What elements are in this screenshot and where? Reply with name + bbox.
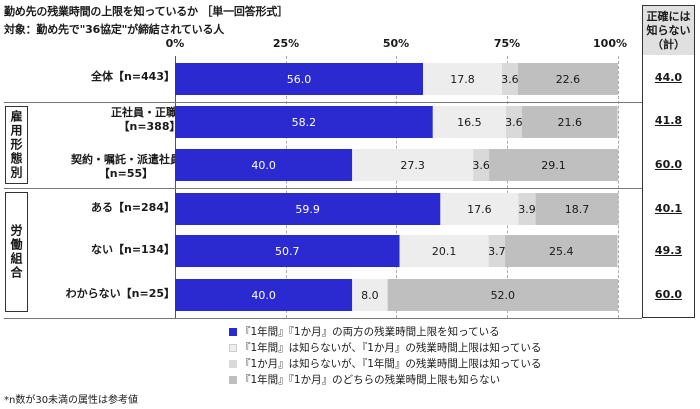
legend-swatch [229,359,237,368]
right-value: 60.0 [654,158,683,171]
data-label: 3.6 [501,73,519,86]
data-label: 3.9 [518,203,536,216]
bar-segment [440,193,519,225]
bar-segment [517,63,618,95]
tick-label-50: 50% [382,37,410,50]
data-label: 3.6 [505,116,523,129]
bar-segment [399,235,489,267]
data-label: 52.0 [491,289,516,302]
bar-segment [175,63,424,95]
data-label: 40.0 [251,159,276,172]
tick-label-25: 25% [272,37,300,50]
gridline-100 [618,56,619,318]
legend-swatch [229,343,237,352]
data-label: 40.0 [251,289,276,302]
data-label: 50.7 [275,245,300,258]
data-label: 25.4 [549,245,574,258]
group-separator [4,188,642,189]
right-value: 49.3 [654,244,683,257]
bar-segment [175,193,441,225]
tick-label-75: 75% [493,37,521,50]
data-label: 16.5 [457,116,482,129]
bar-segment [489,149,618,181]
footnote: *n数が30未満の属性は参考値 [4,395,139,406]
right-column-header: 正確には 知らない （計） [643,6,694,55]
right-column-box: 正確には 知らない （計） [642,5,695,318]
bar-segment [175,149,353,181]
data-label: 3.6 [472,159,490,172]
data-label: 3.7 [488,245,506,258]
bar-segment [473,149,490,181]
group-separator [4,318,642,319]
data-label: 56.0 [287,73,312,86]
legend-item: 『1年間』『1か月』の両方の残業時間上限を知っている [229,324,500,339]
legend-swatch [229,327,237,336]
row-label: ない【n=134】 [90,243,175,256]
y-axis-line [175,56,176,318]
data-label: 20.1 [432,245,457,258]
data-label: 17.6 [467,203,492,216]
right-value: 60.0 [654,288,683,301]
row-label: 正社員・正職員 【n=388】 [111,106,188,133]
group-label-union: 労働組合 [5,192,28,312]
bar-segment [175,235,400,267]
right-value: 44.0 [654,71,683,84]
right-value: 40.1 [654,202,683,215]
bar-segment [175,279,353,311]
row-label: ある【n=284】 [90,201,175,214]
legend-item: 『1年間』『1か月』のどちらの残業時間上限も知らない [229,372,500,387]
bar-segment [521,106,618,138]
data-label: 59.9 [295,203,320,216]
bar-segment [423,63,502,95]
data-label: 18.7 [565,203,590,216]
chart-subtitle: 対象：勤め先で"36協定"が締結されている人 [4,23,225,36]
tick-label-0: 0% [165,37,185,50]
data-label: 8.0 [361,289,379,302]
data-label: 22.6 [556,73,581,86]
row-label: 全体【n=443】 [90,70,175,83]
bar-segment [488,235,506,267]
data-label: 17.8 [450,73,475,86]
legend-item: 『1か月』は知らないが、『1年間』の残業時間上限は知っている [229,356,541,371]
data-label: 58.2 [292,116,317,129]
data-label: 27.3 [400,159,425,172]
chart-title: 勤め先の残業時間の上限を知っているか ［単一回答形式］ [4,5,288,18]
group-separator [4,102,642,103]
legend-item: 『1年間』は知らないが、『1か月』の残業時間上限は知っている [229,340,541,355]
bar-segment [352,279,388,311]
bar-segment [505,235,618,267]
data-label: 21.6 [557,116,582,129]
group-label-employment: 雇用形態別 [5,106,28,184]
gridline-50 [396,56,397,318]
legend-swatch [229,375,237,384]
bar-segment [352,149,474,181]
gridline-75 [507,56,508,318]
bar-segment [432,106,506,138]
row-label: 契約・嘱託・派遣社員 【n=55】 [71,153,181,180]
bar-segment [501,63,518,95]
data-label: 29.1 [541,159,566,172]
bar-segment [175,106,433,138]
tick-label-100: 100% [593,37,627,50]
bar-segment [387,279,618,311]
row-label: わからない【n=25】 [65,287,175,300]
bar-segment [535,193,619,225]
bar-segment [518,193,536,225]
gridline-25 [286,56,287,318]
bar-segment [505,106,522,138]
right-value: 41.8 [654,114,683,127]
